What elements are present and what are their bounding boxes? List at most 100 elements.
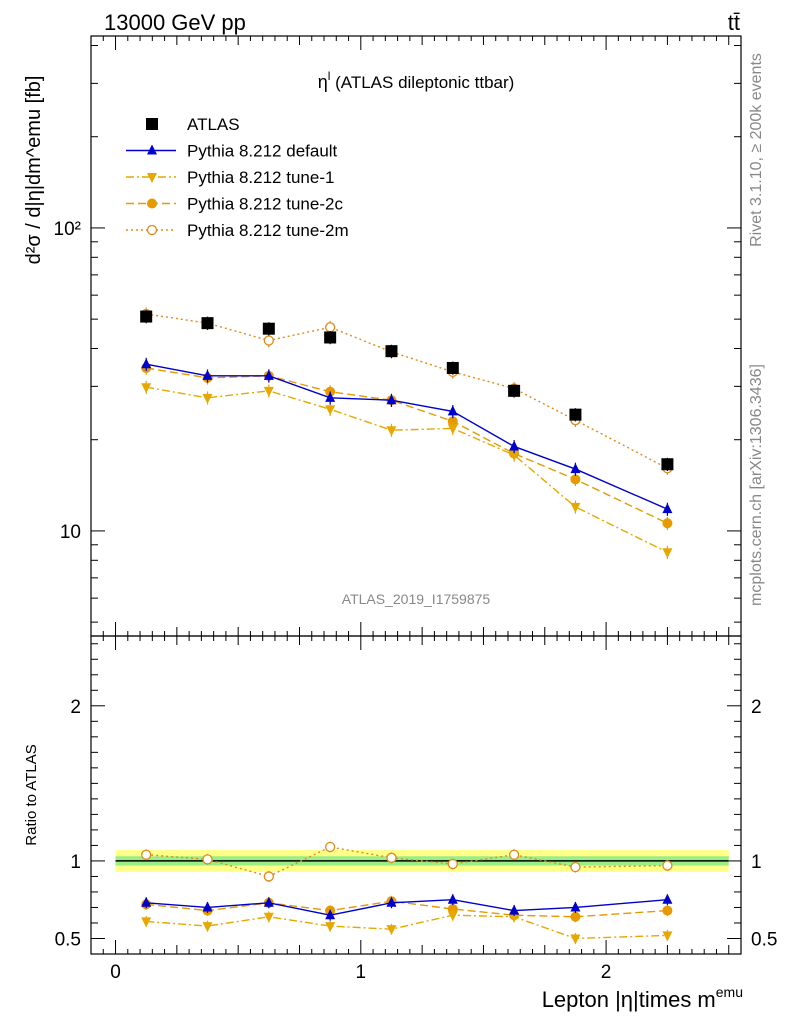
energy-label: 13000 GeV pp <box>104 10 246 35</box>
x-tick-label: 2 <box>601 962 612 983</box>
data-point <box>447 416 458 427</box>
legend-label: Pythia 8.212 default <box>187 142 338 161</box>
x-tick-label: 0 <box>110 962 121 983</box>
data-point <box>141 849 152 860</box>
data-point <box>570 502 581 513</box>
ratio-line <box>146 900 668 918</box>
data-point <box>325 322 336 333</box>
series-tune2c <box>141 361 673 531</box>
data-point <box>662 860 673 871</box>
data-point <box>263 912 274 923</box>
data-point <box>147 173 157 183</box>
ratio-panel-frame <box>90 635 742 955</box>
legend-item-tune2c: Pythia 8.212 tune-2c <box>126 195 343 214</box>
data-point <box>263 871 274 882</box>
axis-ticks: 0 1 2 10 10² 0.5 0.5 1 1 2 2 <box>54 36 777 983</box>
data-point <box>662 548 673 559</box>
ratio-line <box>146 899 668 916</box>
ratio-line <box>146 914 668 940</box>
data-point <box>508 384 521 397</box>
data-point <box>263 896 274 907</box>
ratio-tick-label: 0.5 <box>55 929 81 950</box>
data-point <box>447 424 458 435</box>
data-point <box>509 912 520 923</box>
ratio-y-axis-label: Ratio to ATLAS <box>23 744 40 845</box>
data-point <box>385 345 398 358</box>
data-point <box>509 451 520 462</box>
x-tick-label: 1 <box>356 962 367 983</box>
data-point <box>386 925 397 936</box>
data-point <box>325 922 336 933</box>
mcplots-label: mcplots.cern.ch [arXiv:1306.3436] <box>748 364 765 606</box>
data-point <box>509 904 520 915</box>
data-point <box>202 922 213 933</box>
ratio-tick-label: 2 <box>751 697 762 718</box>
data-point <box>447 405 458 416</box>
data-point <box>446 361 459 374</box>
ratio-tick-label: 0.5 <box>751 929 777 950</box>
series-tune1 <box>141 380 673 560</box>
data-point <box>325 405 336 416</box>
legend-label: ATLAS <box>187 115 240 134</box>
legend-label: Pythia 8.212 tune-2c <box>187 195 343 214</box>
ratio-series-tune1 <box>141 909 673 945</box>
data-point <box>201 317 214 330</box>
legend-item-tune1: Pythia 8.212 tune-1 <box>126 168 334 187</box>
data-point <box>325 391 336 402</box>
data-point <box>386 394 397 405</box>
data-point <box>324 331 337 344</box>
data-point <box>570 934 581 945</box>
data-point <box>569 408 582 421</box>
ratio-series-tune2c <box>141 895 673 923</box>
data-point <box>202 393 213 404</box>
ratio-series-tune2m <box>141 841 673 882</box>
ratio-series-default <box>141 893 673 921</box>
data-point <box>662 905 673 916</box>
data-point <box>202 901 213 912</box>
data-point <box>141 383 152 394</box>
data-point <box>262 322 275 335</box>
legend-label: Pythia 8.212 tune-1 <box>187 168 334 187</box>
data-point <box>146 224 158 236</box>
data-point <box>447 858 458 870</box>
data-point <box>570 474 581 485</box>
analysis-watermark: ATLAS_2019_I1759875 <box>342 591 491 607</box>
ratio-tick-label: 1 <box>70 852 81 873</box>
data-point <box>570 861 581 873</box>
data-point <box>141 896 152 907</box>
data-point <box>661 458 674 471</box>
data-point <box>146 118 158 130</box>
y-tick-label: 10² <box>54 219 81 240</box>
series-line <box>146 367 668 524</box>
chart-title: ηl (ATLAS dileptonic ttbar) <box>318 69 515 92</box>
legend-item-default: Pythia 8.212 default <box>126 142 338 161</box>
legend-label: Pythia 8.212 tune-2m <box>187 221 349 240</box>
x-axis-label: Lepton |η|times memu <box>542 984 743 1012</box>
legend-item-tune2m: Pythia 8.212 tune-2m <box>126 221 349 240</box>
data-point <box>263 386 274 397</box>
ratio-tick-label: 2 <box>70 697 81 718</box>
data-point <box>662 518 673 529</box>
data-point <box>662 503 673 514</box>
legend-item-atlas: ATLAS <box>146 115 240 134</box>
data-point <box>386 426 397 437</box>
data-point <box>263 335 274 346</box>
data-point <box>147 198 157 209</box>
data-point <box>141 917 152 928</box>
data-point <box>325 841 336 853</box>
series-line <box>146 313 668 469</box>
series-atlas <box>140 310 674 471</box>
data-point <box>447 893 458 904</box>
data-point <box>386 896 397 907</box>
process-label: tt̄ <box>728 10 740 35</box>
data-point <box>263 369 274 380</box>
data-point <box>662 893 673 904</box>
data-point <box>570 901 581 912</box>
series-line <box>146 386 668 553</box>
data-point <box>325 909 336 920</box>
data-point <box>447 911 458 922</box>
y-tick-label: 10 <box>60 522 81 543</box>
data-point <box>141 358 152 369</box>
data-point <box>202 369 213 380</box>
